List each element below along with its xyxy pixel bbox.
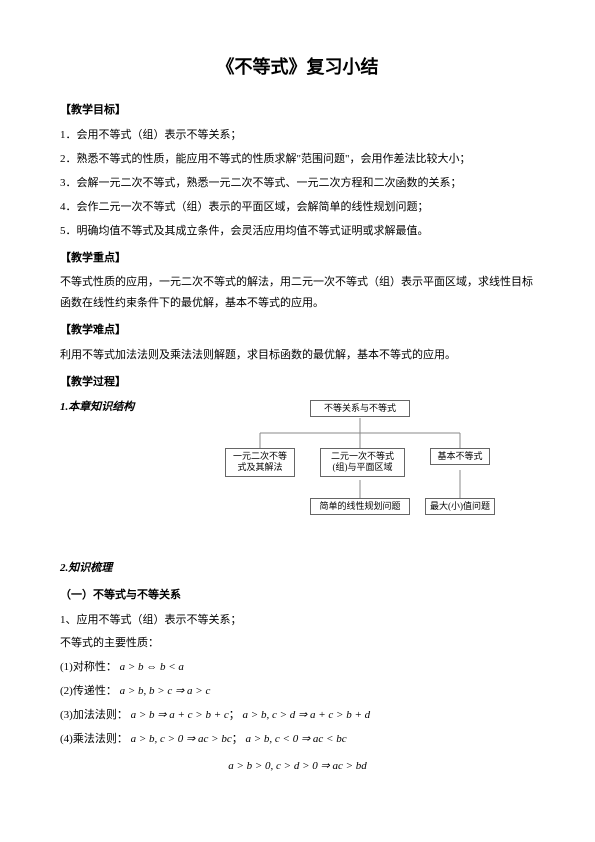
diagram-mid-box: 二元一次不等式 (组)与平面区域 xyxy=(320,448,405,477)
goals-header: 【教学目标】 xyxy=(60,100,535,121)
process-header: 【教学过程】 xyxy=(60,372,535,393)
goal-item: 2．熟悉不等式的性质，能应用不等式的性质求解"范围问题"，会用作差法比较大小； xyxy=(60,149,535,170)
page-title: 《不等式》复习小结 xyxy=(60,50,535,84)
property-row: (3)加法法则： a > b ⇒ a + c > b + c； a > b, c… xyxy=(60,705,535,726)
difficulty-text: 利用不等式加法法则及乘法法则解题，求目标函数的最优解，基本不等式的应用。 xyxy=(60,345,535,366)
goal-item: 5．明确均值不等式及其成立条件，会灵活应用均值不等式证明或求解最值。 xyxy=(60,221,535,242)
prop-label: (3)加法法则： xyxy=(60,709,128,721)
knowledge-diagram: 不等关系与不等式 一元二次不等 式及其解法 二元一次不等式 (组)与平面区域 基… xyxy=(220,398,500,538)
diagram-left-box: 一元二次不等 式及其解法 xyxy=(225,448,295,477)
diagram-bottom-right-box: 最大(小)值问题 xyxy=(425,498,495,516)
goal-item: 1．会用不等式（组）表示不等关系； xyxy=(60,125,535,146)
sub1-header: （一）不等式与不等关系 xyxy=(60,585,535,606)
prop-formula: a > b > 0, c > d > 0 ⇒ ac > bd xyxy=(228,760,367,772)
prop-label: (2)传递性： xyxy=(60,685,117,697)
prop-label: (4)乘法法则： xyxy=(60,733,128,745)
prop-formula: a > b, c < 0 ⇒ ac < bc xyxy=(245,733,346,745)
sub1-item2: 不等式的主要性质： xyxy=(60,633,535,654)
property-row: (2)传递性： a > b, b > c ⇒ a > c xyxy=(60,681,535,702)
property-row: (1)对称性： a > b ⇔ b < a xyxy=(60,657,535,678)
prop-formula: a > b, b > c ⇒ a > c xyxy=(120,685,211,697)
diagram-bottom-left-box: 简单的线性规划问题 xyxy=(310,498,410,516)
sub1-item1: 1、应用不等式（组）表示不等关系； xyxy=(60,610,535,631)
emphasis-text: 不等式性质的应用，一元二次不等式的解法，用二元一次不等式（组）表示平面区域，求线… xyxy=(60,272,535,314)
goal-item: 3．会解一元二次不等式，熟悉一元二次不等式、一元二次方程和二次函数的关系； xyxy=(60,173,535,194)
difficulty-header: 【教学难点】 xyxy=(60,320,535,341)
prop-formula: a > b, c > 0 ⇒ ac > bc xyxy=(131,733,232,745)
prop-formula: a > b, c > d ⇒ a + c > b + d xyxy=(243,709,371,721)
prop-label: (1)对称性： xyxy=(60,661,117,673)
prop-formula: a > b ⇒ a + c > b + c xyxy=(131,709,229,721)
property-row: (4)乘法法则： a > b, c > 0 ⇒ ac > bc； a > b, … xyxy=(60,729,535,750)
goal-item: 4．会作二元一次不等式（组）表示的平面区域，会解简单的线性规划问题； xyxy=(60,197,535,218)
emphasis-header: 【教学重点】 xyxy=(60,248,535,269)
diagram-right-box: 基本不等式 xyxy=(430,448,490,466)
diagram-top-box: 不等关系与不等式 xyxy=(310,400,410,418)
prop-formula: a > b ⇔ b < a xyxy=(120,661,184,673)
property-row-center: a > b > 0, c > d > 0 ⇒ ac > bd xyxy=(60,756,535,777)
summary-header: 2.知识梳理 xyxy=(60,558,535,579)
